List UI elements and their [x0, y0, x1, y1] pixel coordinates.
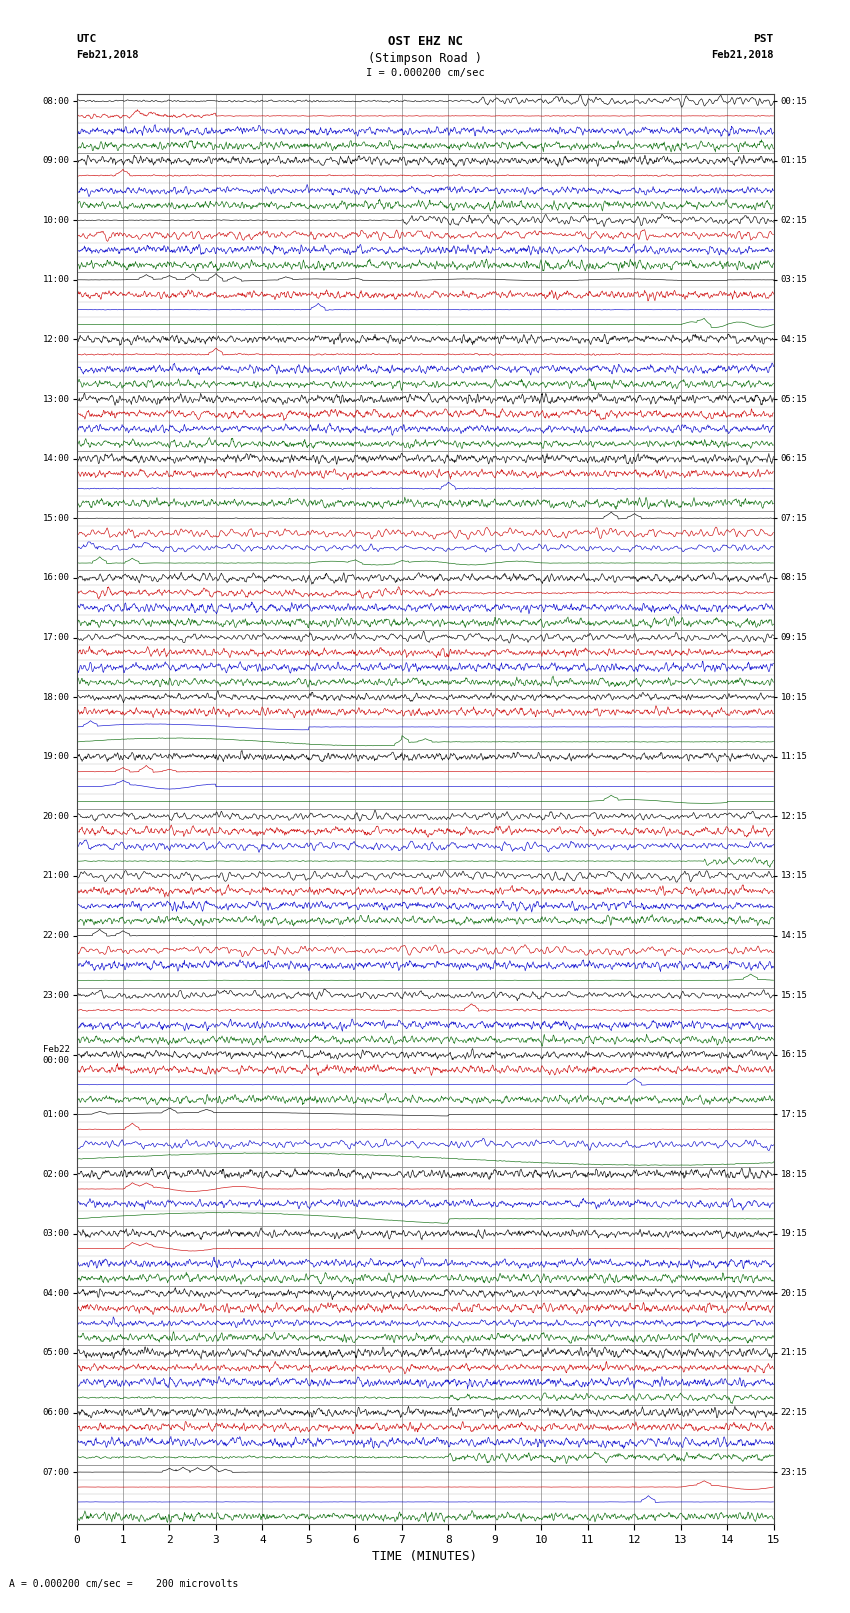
Text: I = 0.000200 cm/sec: I = 0.000200 cm/sec: [366, 68, 484, 77]
Text: (Stimpson Road ): (Stimpson Road ): [368, 52, 482, 65]
Text: PST: PST: [753, 34, 774, 44]
Text: UTC: UTC: [76, 34, 97, 44]
Text: A: A: [8, 1579, 14, 1589]
Text: OST EHZ NC: OST EHZ NC: [388, 35, 462, 48]
Text: Feb21,2018: Feb21,2018: [711, 50, 774, 60]
Text: Feb21,2018: Feb21,2018: [76, 50, 139, 60]
X-axis label: TIME (MINUTES): TIME (MINUTES): [372, 1550, 478, 1563]
Text: = 0.000200 cm/sec =    200 microvolts: = 0.000200 cm/sec = 200 microvolts: [21, 1579, 239, 1589]
